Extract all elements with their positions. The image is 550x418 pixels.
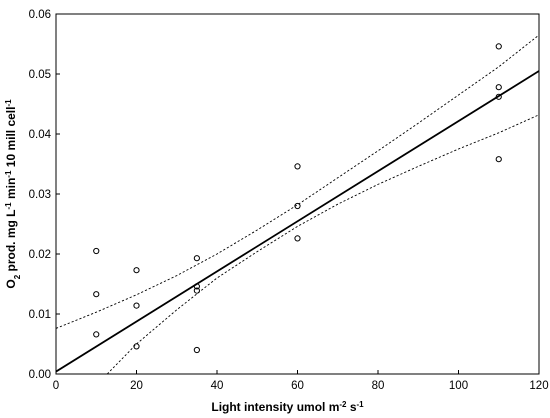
data-point xyxy=(294,163,301,170)
x-tick-label: 20 xyxy=(130,380,143,392)
data-point xyxy=(495,93,502,100)
x-tick-label: 120 xyxy=(529,380,548,392)
x-tick-label: 0 xyxy=(53,380,59,392)
data-points xyxy=(93,43,502,354)
data-point xyxy=(93,331,100,338)
fit-line-group xyxy=(56,70,539,373)
y-tick-label: 0.01 xyxy=(29,309,51,321)
upper-confidence-band xyxy=(56,34,539,329)
y-axis-title: O2 prod. mg L-1 min-1 10 mill cell-1 xyxy=(4,99,22,289)
x-axis-title: Light intensity umol m-2 s-1 xyxy=(211,400,364,415)
data-point xyxy=(193,346,200,354)
data-point xyxy=(495,156,502,163)
y-tick-label: 0.02 xyxy=(29,249,51,261)
y-tick-label: 0.00 xyxy=(29,369,51,381)
confidence-bands xyxy=(56,34,539,374)
data-point xyxy=(193,283,200,290)
x-axis-ticks: 0 20 40 60 80 100 120 xyxy=(53,370,549,392)
y-tick-label: 0.05 xyxy=(29,69,51,81)
regression-line xyxy=(56,70,539,373)
data-point xyxy=(193,255,200,262)
x-tick-label: 60 xyxy=(291,380,304,392)
data-point xyxy=(294,202,301,210)
y-tick-label: 0.06 xyxy=(29,9,51,21)
data-point xyxy=(133,343,140,350)
y-tick-label: 0.03 xyxy=(29,189,51,201)
data-point xyxy=(133,267,140,274)
x-tick-label: 40 xyxy=(211,380,224,392)
x-tick-label: 80 xyxy=(372,380,385,392)
data-point xyxy=(495,43,502,50)
data-point xyxy=(133,302,140,309)
data-point xyxy=(495,84,502,91)
data-point xyxy=(93,247,100,255)
y-tick-label: 0.04 xyxy=(29,129,52,141)
data-point xyxy=(193,287,200,294)
data-point xyxy=(93,291,100,298)
data-point xyxy=(294,235,301,242)
lower-confidence-band xyxy=(106,114,539,374)
plot-frame xyxy=(55,13,540,375)
y-axis-ticks: 0.00 0.01 0.02 0.03 0.04 0.05 0.06 xyxy=(29,9,60,381)
x-tick-label: 100 xyxy=(449,380,468,392)
